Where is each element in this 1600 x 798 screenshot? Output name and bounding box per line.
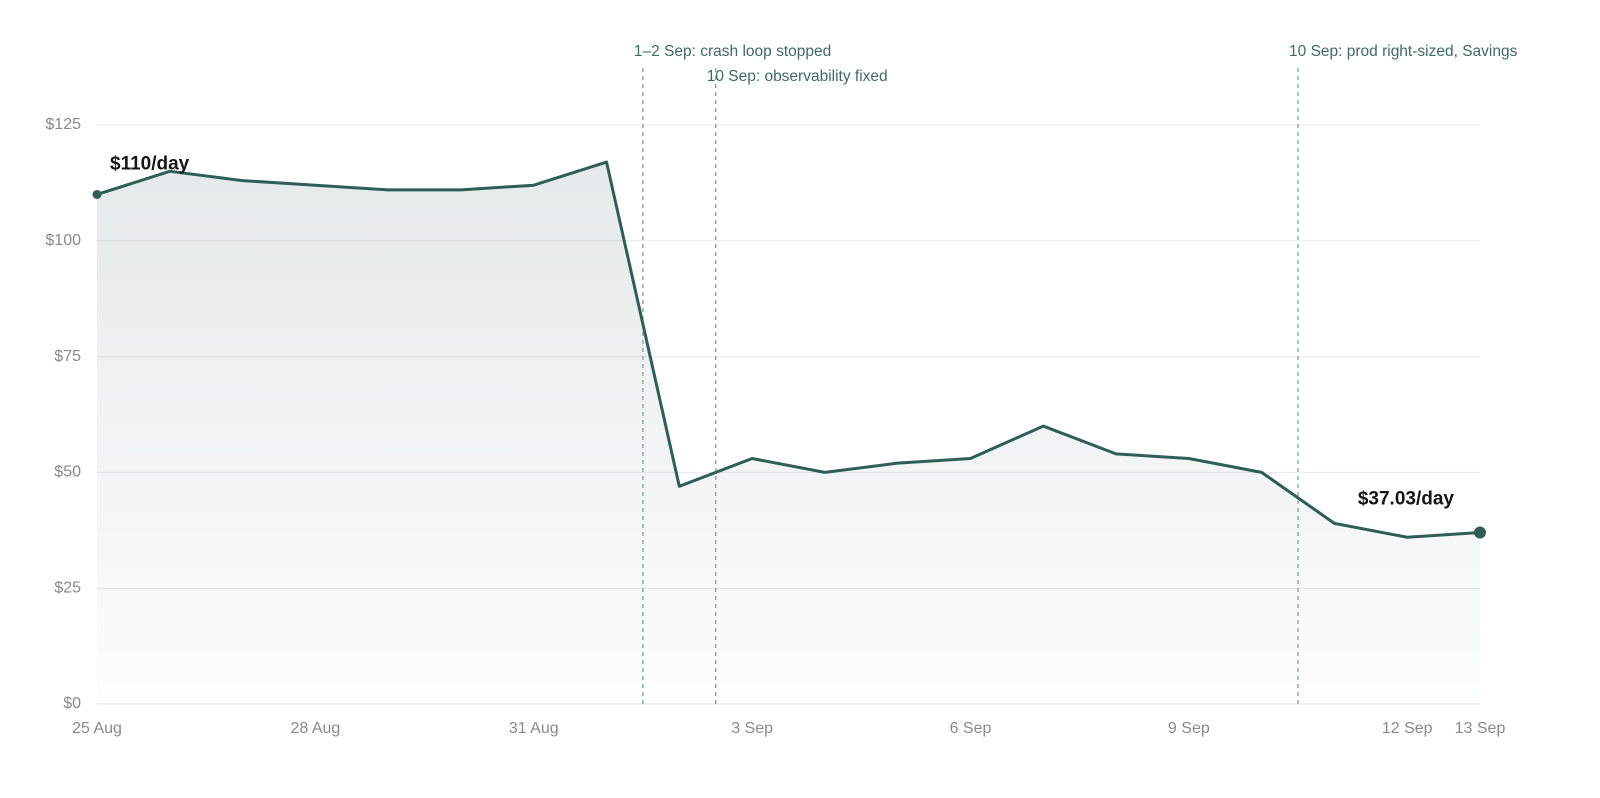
y-tick-label: $100 bbox=[45, 232, 81, 249]
x-tick-label: 3 Sep bbox=[731, 720, 773, 737]
x-tick-label: 31 Aug bbox=[509, 720, 559, 737]
y-tick-label: $75 bbox=[54, 348, 81, 365]
start-marker bbox=[92, 189, 102, 199]
x-tick-label: 25 Aug bbox=[72, 720, 122, 737]
y-tick-label: $0 bbox=[63, 695, 81, 712]
y-tick-label: $25 bbox=[54, 579, 81, 596]
x-tick-label: 28 Aug bbox=[290, 720, 340, 737]
line bbox=[96, 160, 1481, 539]
x-tick-label: 6 Sep bbox=[950, 720, 992, 737]
x-tick-label: 9 Sep bbox=[1168, 720, 1210, 737]
end-marker bbox=[1474, 526, 1486, 539]
x-tick-label: 13 Sep bbox=[1455, 720, 1506, 737]
y-tick-label: $50 bbox=[54, 464, 81, 481]
annotation-label: 10 Sep: prod right-sized, Savings bbox=[1289, 43, 1518, 60]
annotation-label: 1–2 Sep: crash loop stopped bbox=[634, 43, 831, 60]
x-tick-label: 12 Sep bbox=[1382, 720, 1433, 737]
value-label: $110/day bbox=[110, 153, 190, 174]
value-label: $37.03/day bbox=[1358, 488, 1455, 509]
area bbox=[97, 162, 1480, 704]
annotation-label: 10 Sep: observability fixed bbox=[707, 68, 888, 85]
y-tick-label: $125 bbox=[45, 116, 81, 133]
